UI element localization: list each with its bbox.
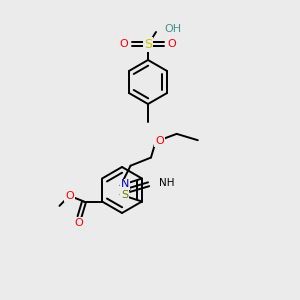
- Text: O: O: [74, 218, 83, 228]
- Text: O: O: [168, 39, 176, 49]
- Text: NH: NH: [159, 178, 174, 188]
- Text: O: O: [65, 191, 74, 202]
- Text: N: N: [121, 179, 129, 189]
- Text: S: S: [144, 38, 152, 50]
- Text: OH: OH: [164, 24, 181, 34]
- Text: O: O: [120, 39, 128, 49]
- Text: S: S: [121, 190, 128, 200]
- Text: O: O: [155, 136, 164, 146]
